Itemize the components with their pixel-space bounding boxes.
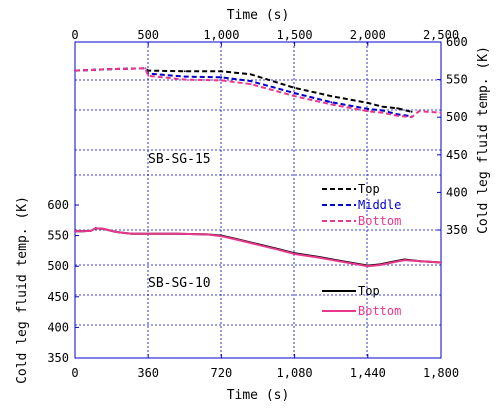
x-tick-label-top: 500: [137, 28, 159, 42]
data-point: [293, 87, 296, 89]
data-point: [183, 70, 186, 73]
x-axis-title-bottom: Time (s): [227, 388, 290, 403]
x-tick-label-top: 2,000: [350, 28, 386, 42]
data-point: [220, 70, 223, 73]
data-point: [175, 232, 178, 235]
data-point: [410, 116, 413, 119]
x-tick-label-top: 1,000: [203, 28, 239, 42]
data-point: [379, 264, 381, 266]
data-point: [236, 239, 239, 241]
data-point: [147, 232, 150, 235]
data-point: [396, 114, 398, 117]
y-axis-title-right: Cold leg fluid temp. (K): [476, 46, 491, 234]
x-tick-label-bottom: 1,800: [423, 366, 459, 380]
data-point: [293, 92, 296, 94]
data-point: [74, 69, 76, 72]
data-point: [206, 233, 209, 236]
data-point: [418, 110, 420, 113]
data-point: [381, 105, 384, 108]
legend-label-top: Top: [358, 182, 380, 196]
data-point: [293, 253, 296, 255]
data-point: [249, 73, 252, 76]
data-point: [366, 110, 369, 113]
data-point: [381, 111, 384, 114]
legend-label-middle: Middle: [358, 198, 401, 212]
data-point: [330, 101, 333, 104]
y-tick-label-left: 500: [47, 259, 69, 273]
y-tick-label-right: 350: [446, 223, 468, 237]
x-tick-label-top: 1,500: [277, 28, 313, 42]
data-point: [90, 229, 93, 232]
plot-frame: [74, 41, 442, 359]
series-line-bottom: [75, 227, 442, 268]
y-tick-label-right: 600: [446, 35, 468, 49]
y-tick-label-left: 350: [47, 351, 69, 365]
data-point: [396, 107, 398, 110]
y-tick-label-left: 450: [47, 290, 69, 304]
data-point: [277, 248, 280, 251]
data-point: [366, 265, 369, 268]
x-tick-label-bottom: 360: [137, 366, 159, 380]
x-axis-title-top: Time (s): [227, 8, 290, 23]
data-point: [410, 111, 413, 113]
data-point: [381, 109, 384, 112]
x-tick-label-top: 0: [71, 28, 78, 42]
y-tick-label-left: 600: [47, 198, 69, 212]
y-tick-label-right: 500: [446, 110, 468, 124]
data-point: [102, 228, 105, 230]
x-tick-label-bottom: 720: [211, 366, 233, 380]
x-tick-label-bottom: 0: [71, 366, 78, 380]
data-point: [293, 95, 296, 97]
data-point: [144, 67, 147, 70]
data-point: [318, 256, 320, 259]
data-point: [440, 261, 442, 264]
data-point: [391, 261, 394, 264]
data-point: [366, 108, 369, 110]
data-point: [419, 260, 422, 263]
data-point: [330, 103, 333, 106]
data-point: [114, 231, 117, 233]
y-tick-label-right: 400: [446, 185, 468, 199]
data-point: [366, 102, 369, 104]
data-point: [220, 76, 223, 79]
data-point: [440, 111, 442, 114]
data-point: [220, 79, 223, 82]
x-tick-label-top: 2,500: [423, 28, 459, 42]
data-point: [94, 227, 97, 230]
y-tick-label-left: 550: [47, 229, 69, 243]
x-tick-label-bottom: 1,440: [350, 366, 386, 380]
series-line-middle: [74, 67, 412, 118]
data-point: [257, 243, 259, 246]
data-point: [338, 260, 341, 263]
data-point: [249, 80, 252, 82]
x-tick-label-bottom: 1,080: [277, 366, 313, 380]
data-point: [183, 75, 186, 78]
y-tick-label-left: 400: [47, 320, 69, 334]
series-line-top: [74, 67, 412, 113]
data-point: [110, 68, 113, 70]
data-point: [330, 95, 333, 97]
data-point: [403, 259, 406, 261]
y-tick-label-right: 550: [446, 73, 468, 87]
data-point: [74, 230, 76, 233]
data-point: [82, 230, 84, 233]
panel-label-bottom: SB-SG-10: [148, 276, 211, 291]
y-tick-label-right: 450: [446, 148, 468, 162]
data-point: [220, 235, 223, 238]
data-point: [249, 83, 252, 85]
legend-label-top: Top: [358, 284, 380, 298]
legend-label-bottom: Bottom: [358, 304, 401, 318]
data-point: [183, 78, 186, 81]
data-point: [131, 232, 133, 235]
legend-label-bottom: Bottom: [358, 214, 401, 228]
data-point: [147, 74, 150, 77]
y-axis-title-left: Cold leg fluid temp. (K): [15, 196, 30, 384]
panel-label-top: SB-SG-15: [148, 152, 211, 167]
